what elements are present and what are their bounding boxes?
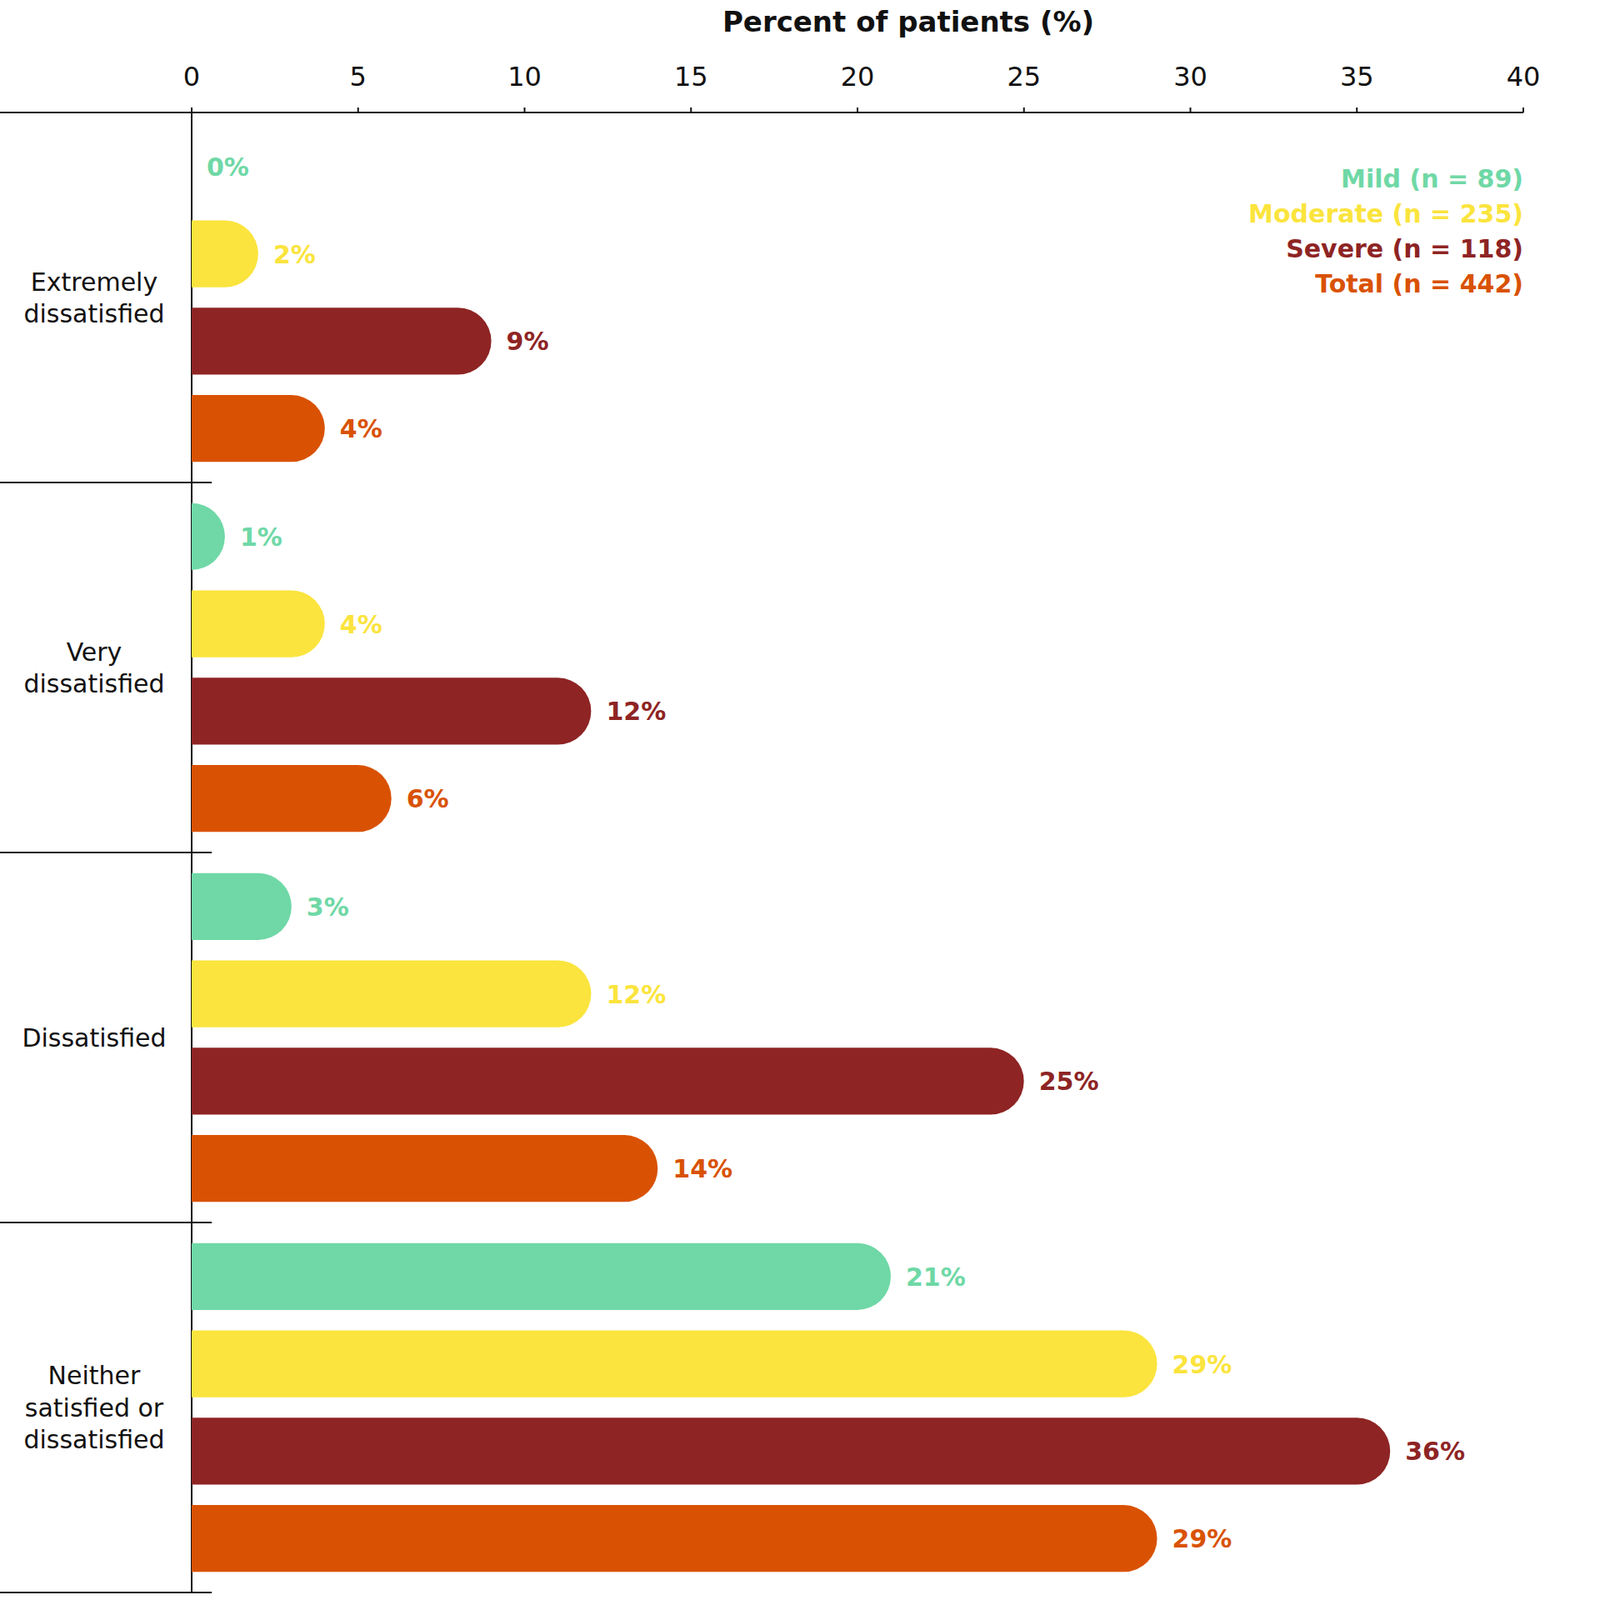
data-label: 4% <box>340 414 383 444</box>
bars <box>191 133 1390 1573</box>
bar <box>191 133 193 200</box>
bar <box>191 1135 658 1202</box>
data-label: 9% <box>506 326 550 356</box>
bar <box>191 307 492 375</box>
bar <box>191 220 259 288</box>
bar <box>191 1417 1390 1485</box>
data-label: 1% <box>240 522 283 552</box>
chart-svg: Percent of patients (%) 0 5 10 15 20 25 30 35 40 0… <box>0 0 1600 1600</box>
data-label: 12% <box>605 980 666 1010</box>
category-label-line: Very <box>66 637 123 667</box>
tick-mark <box>1190 107 1192 113</box>
tick-label: 35 <box>1340 60 1375 93</box>
bar <box>191 1505 1158 1572</box>
tick-label: 25 <box>1006 60 1041 93</box>
legend-entry: Severe (n = 118) <box>1285 234 1524 264</box>
bar <box>191 1243 891 1310</box>
data-label: 4% <box>340 610 383 640</box>
tick-mark <box>524 107 526 113</box>
tick-label: 20 <box>840 60 875 93</box>
category-label-line: satisfied or <box>25 1393 165 1423</box>
legend-entry: Moderate (n = 235) <box>1248 199 1524 229</box>
data-label: 29% <box>1172 1350 1233 1380</box>
tick-label: 40 <box>1506 60 1541 93</box>
group-separator <box>0 481 212 484</box>
bar <box>191 395 325 462</box>
tick-mark <box>357 107 360 113</box>
data-label: 14% <box>672 1154 733 1184</box>
bar <box>191 503 225 570</box>
tick-mark <box>1355 107 1358 113</box>
tick-label: 10 <box>507 60 542 93</box>
bar <box>191 1330 1158 1398</box>
chart-container: Percent of patients (%) 0 5 10 15 20 25 30 35 40 0… <box>0 0 1600 1600</box>
category-label-line: Neither <box>48 1360 141 1390</box>
data-label: 0% <box>206 152 250 182</box>
data-label: 36% <box>1405 1436 1465 1466</box>
legend: Mild (n = 89) Moderate (n = 235) Severe (n… <box>1248 164 1524 299</box>
group-separator <box>0 1591 212 1594</box>
axis-line <box>0 111 1524 114</box>
tick-label: 15 <box>674 60 709 93</box>
tick-mark <box>690 107 692 113</box>
tick-mark <box>1522 107 1525 113</box>
legend-entry: Total (n = 442) <box>1315 269 1524 299</box>
data-label: 2% <box>273 240 316 270</box>
bar <box>191 873 292 940</box>
legend-entry: Mild (n = 89) <box>1340 164 1524 194</box>
axis-title: Percent of patients (%) <box>722 5 1095 39</box>
category-label-line: dissatisfied <box>23 669 165 699</box>
data-label: 6% <box>406 784 450 814</box>
category-label-line: dissatisfied <box>23 1425 165 1455</box>
bar <box>191 1047 1025 1115</box>
data-label: 21% <box>905 1262 966 1292</box>
bar <box>191 677 591 745</box>
tick-label: 30 <box>1173 60 1208 93</box>
data-label: 25% <box>1039 1066 1100 1096</box>
tick-mark <box>1023 107 1025 113</box>
tick-mark <box>856 107 859 113</box>
data-label: 29% <box>1172 1524 1233 1554</box>
bar <box>191 765 392 832</box>
group-separator <box>0 1221 212 1224</box>
category-label: Extremelydissatisfied <box>23 267 165 329</box>
category-label-line: Extremely <box>30 267 158 297</box>
category-label: Verydissatisfied <box>23 637 165 699</box>
tick-label: 0 <box>183 60 200 93</box>
category-label: Neithersatisfied ordissatisfied <box>23 1360 165 1455</box>
bar <box>191 960 591 1028</box>
tick-mark <box>190 107 193 113</box>
group-separator <box>0 851 212 854</box>
tick-label: 5 <box>350 60 367 93</box>
bar <box>191 590 325 658</box>
data-label: 12% <box>605 696 666 726</box>
category-label-line: Dissatisfied <box>21 1023 166 1053</box>
category-label: Dissatisfied <box>21 1023 166 1053</box>
category-label-line: dissatisfied <box>23 299 165 329</box>
data-label: 3% <box>306 892 350 922</box>
data-labels: 0% 2% 9% 4% 1% 4% 12% 6% 3% 12% 25% 14% 21% 29% 36% 29% <box>206 152 1465 1554</box>
